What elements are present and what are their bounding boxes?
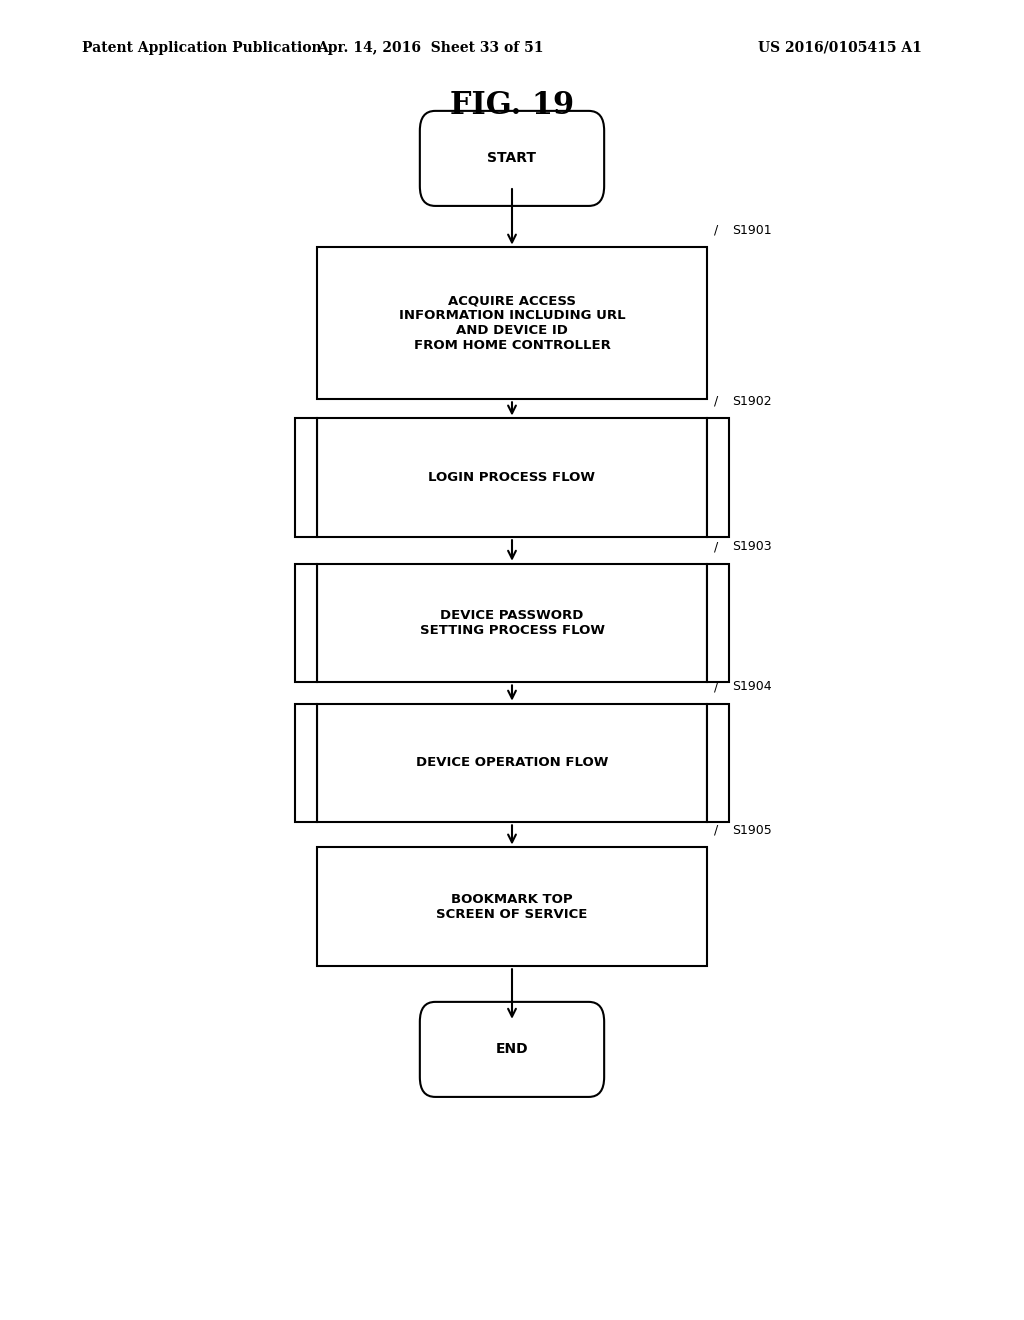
- Text: FIG. 19: FIG. 19: [450, 90, 574, 121]
- Text: START: START: [487, 152, 537, 165]
- Bar: [295, 564, 317, 682]
- Text: Apr. 14, 2016  Sheet 33 of 51: Apr. 14, 2016 Sheet 33 of 51: [316, 41, 544, 54]
- Bar: [317, 248, 707, 399]
- Text: ACQUIRE ACCESS
INFORMATION INCLUDING URL
AND DEVICE ID
FROM HOME CONTROLLER: ACQUIRE ACCESS INFORMATION INCLUDING URL…: [398, 294, 626, 352]
- Text: Patent Application Publication: Patent Application Publication: [82, 41, 322, 54]
- Bar: [317, 704, 707, 822]
- Bar: [317, 847, 707, 966]
- Text: DEVICE PASSWORD
SETTING PROCESS FLOW: DEVICE PASSWORD SETTING PROCESS FLOW: [420, 609, 604, 638]
- Bar: [295, 418, 317, 537]
- Bar: [707, 418, 729, 537]
- Text: S1903: S1903: [732, 540, 772, 553]
- Text: END: END: [496, 1043, 528, 1056]
- Bar: [295, 704, 317, 822]
- FancyBboxPatch shape: [420, 1002, 604, 1097]
- Text: S1904: S1904: [732, 680, 772, 693]
- Text: BOOKMARK TOP
SCREEN OF SERVICE: BOOKMARK TOP SCREEN OF SERVICE: [436, 892, 588, 921]
- Bar: [317, 418, 707, 537]
- FancyBboxPatch shape: [420, 111, 604, 206]
- Text: S1901: S1901: [732, 224, 772, 238]
- Bar: [707, 564, 729, 682]
- Text: S1905: S1905: [732, 824, 772, 837]
- Text: DEVICE OPERATION FLOW: DEVICE OPERATION FLOW: [416, 756, 608, 770]
- Text: /: /: [714, 540, 718, 553]
- Bar: [707, 704, 729, 822]
- Text: US 2016/0105415 A1: US 2016/0105415 A1: [758, 41, 922, 54]
- Bar: [317, 564, 707, 682]
- Text: LOGIN PROCESS FLOW: LOGIN PROCESS FLOW: [428, 471, 596, 484]
- Text: S1902: S1902: [732, 395, 772, 408]
- Text: /: /: [714, 224, 718, 238]
- Text: /: /: [714, 680, 718, 693]
- Text: /: /: [714, 824, 718, 837]
- Text: /: /: [714, 395, 718, 408]
